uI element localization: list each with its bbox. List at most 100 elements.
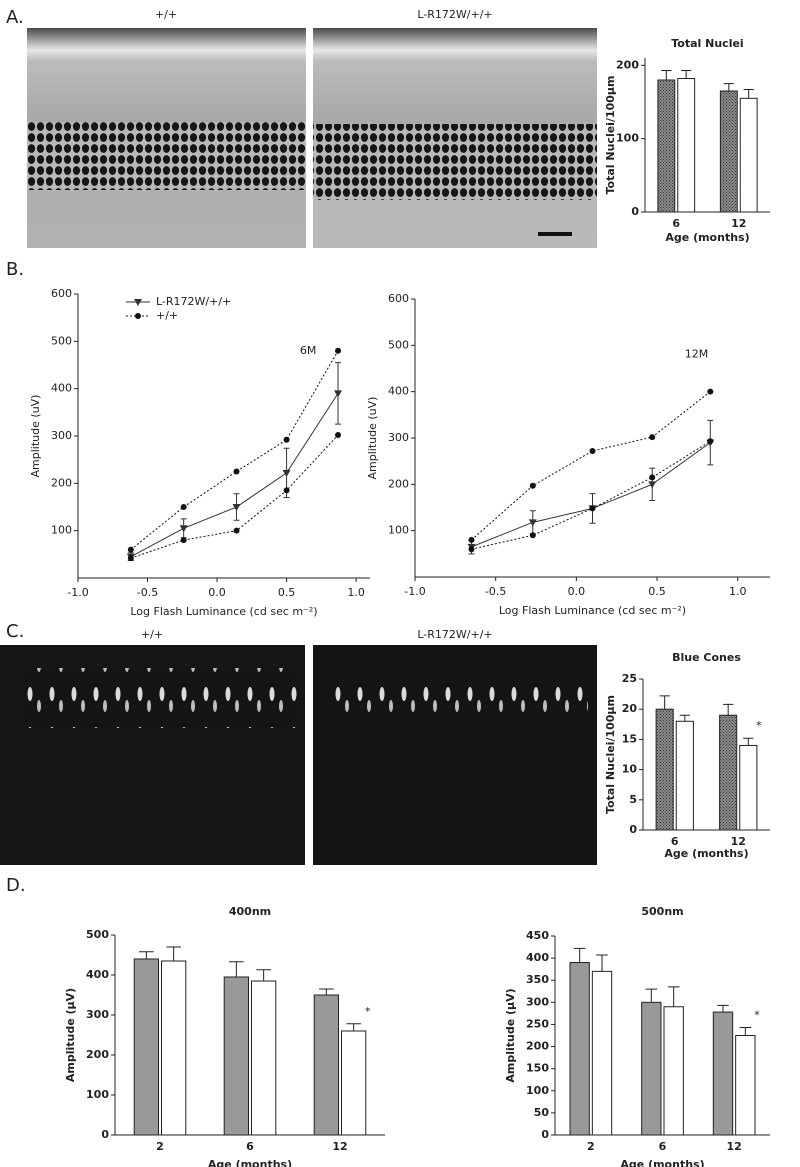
y-tick-label: 200 — [86, 1048, 109, 1061]
x-axis-label: Log Flash Luminance (cd sec m⁻²) — [130, 605, 317, 618]
legend-label: +/+ — [156, 309, 178, 322]
y-tick-label: 350 — [526, 973, 549, 986]
y-tick-label: 500 — [388, 338, 409, 351]
marker — [180, 504, 187, 510]
error-bar — [743, 89, 754, 99]
marker — [529, 482, 536, 489]
image-label: +/+ — [155, 8, 177, 21]
y-tick-label: 15 — [622, 732, 637, 745]
y-tick-label: 400 — [388, 385, 409, 398]
annotation: 12M — [685, 348, 709, 361]
marker — [179, 525, 188, 533]
y-tick-label: 200 — [51, 476, 72, 489]
chart-title: 500nm — [641, 905, 683, 918]
y-tick-label: 20 — [622, 702, 638, 715]
x-tick-label: 2 — [587, 1140, 595, 1153]
bar — [161, 960, 187, 1136]
bar — [569, 962, 590, 1136]
error-bar — [346, 1023, 361, 1031]
bar — [663, 1006, 684, 1136]
y-tick-label: 300 — [51, 429, 72, 442]
error-bar — [717, 1004, 729, 1013]
x-tick-label: 0.5 — [648, 585, 666, 598]
marker — [127, 555, 134, 562]
x-tick-label: 1.0 — [729, 585, 747, 598]
micrograph — [313, 28, 597, 248]
x-axis-label: Age (months) — [620, 1158, 704, 1167]
error-bar — [679, 714, 690, 722]
y-tick-label: 400 — [526, 951, 549, 964]
marker — [282, 469, 291, 477]
bar — [739, 744, 758, 831]
bar — [641, 1001, 662, 1136]
marker — [468, 536, 475, 543]
y-tick-label: 100 — [51, 524, 72, 537]
marker — [707, 388, 714, 395]
x-axis-label: Log Flash Luminance (cd sec m⁻²) — [499, 604, 686, 617]
marker — [180, 537, 187, 544]
marker — [528, 519, 537, 527]
y-tick-label: 600 — [388, 292, 409, 305]
y-tick-label: 600 — [51, 287, 72, 300]
y-axis-label: Total Nuclei/100μm — [604, 76, 617, 195]
chart-title: Total Nuclei — [671, 37, 743, 50]
error-bar — [739, 1027, 752, 1036]
panel-label: D. — [6, 875, 26, 896]
x-tick-label: 12 — [731, 835, 746, 848]
y-axis-label: Total Nuclei/100μm — [604, 695, 617, 814]
marker — [134, 299, 142, 306]
error-bar — [229, 961, 244, 977]
y-tick-label: 10 — [622, 763, 638, 776]
bar — [313, 994, 340, 1136]
annotation: 6M — [300, 344, 317, 357]
bar — [675, 720, 694, 831]
marker — [334, 390, 343, 398]
x-tick-label: 6 — [672, 217, 680, 230]
x-tick-label: 0.5 — [278, 586, 296, 599]
y-tick-label: 0 — [629, 823, 637, 836]
x-tick-label: 6 — [671, 835, 679, 848]
x-axis-label: Age (months) — [665, 231, 749, 244]
x-tick-label: 2 — [156, 1140, 164, 1153]
y-tick-label: 0 — [541, 1128, 549, 1141]
marker — [232, 504, 241, 511]
y-tick-label: 5 — [629, 793, 637, 806]
image-label: +/+ — [141, 628, 163, 641]
x-tick-label: 12 — [332, 1140, 347, 1153]
marker — [649, 434, 656, 441]
error-bar — [723, 83, 734, 91]
y-tick-label: 100 — [616, 132, 639, 145]
y-tick-label: 450 — [526, 929, 549, 942]
legend-label: L-R172W/+/+ — [156, 295, 231, 308]
x-tick-label: -0.5 — [137, 586, 158, 599]
marker — [283, 436, 290, 443]
bar — [719, 90, 738, 213]
error-bar — [573, 947, 586, 963]
bar — [719, 714, 738, 831]
y-tick-label: 0 — [631, 205, 639, 218]
panel-label: C. — [6, 621, 24, 642]
series-line — [471, 391, 711, 541]
error-bar — [681, 69, 692, 79]
y-tick-label: 100 — [388, 524, 409, 537]
chart-title: Blue Cones — [672, 651, 741, 664]
x-tick-label: -1.0 — [404, 585, 425, 598]
bar — [591, 970, 613, 1136]
x-tick-label: 6 — [659, 1140, 667, 1153]
y-tick-label: 300 — [86, 1008, 109, 1021]
y-tick-label: 100 — [526, 1084, 549, 1097]
y-axis-label: Amplitude (uV) — [366, 397, 379, 480]
y-tick-label: 500 — [86, 928, 109, 941]
error-bar — [166, 946, 181, 961]
bar — [677, 78, 696, 213]
y-axis-label: Amplitude (uV) — [29, 395, 42, 478]
error-bar — [661, 69, 672, 80]
x-tick-label: 0.0 — [568, 585, 586, 598]
panel-label: B. — [6, 259, 24, 280]
y-axis-label: Amplitude (μV) — [504, 988, 517, 1082]
bar — [251, 980, 277, 1136]
bar — [223, 976, 249, 1136]
y-tick-label: 300 — [388, 431, 409, 444]
marker — [335, 347, 342, 354]
error-bar — [659, 695, 670, 710]
